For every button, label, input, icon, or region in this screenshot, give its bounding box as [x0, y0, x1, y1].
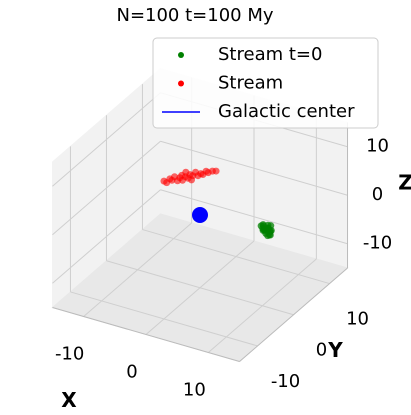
y-tick-label: 10: [346, 309, 369, 330]
legend-label: Stream t=0: [218, 44, 322, 65]
x-axis-label: X: [61, 388, 77, 412]
grid-line: [70, 291, 258, 347]
grid-line: [160, 189, 348, 245]
legend: Stream t=0 Stream Galactic center: [152, 37, 379, 129]
y-axis-label: Y: [327, 338, 343, 362]
data-point: [266, 231, 274, 239]
grid-line: [52, 92, 161, 187]
y-tick-label: 0: [316, 340, 327, 361]
legend-glyph: [178, 52, 184, 58]
data-point: [192, 207, 208, 223]
x-tick-label: 0: [126, 362, 137, 383]
grid-line: [52, 189, 161, 284]
z-tick-label: -10: [363, 233, 392, 254]
axis-line: [52, 307, 240, 362]
legend-glyph: [178, 80, 184, 87]
data-point: [259, 221, 267, 229]
legend-label: Galactic center: [218, 101, 355, 122]
x-tick-label: 10: [183, 380, 206, 401]
z-tick-label: 0: [372, 184, 383, 205]
legend-box: [152, 37, 379, 129]
legend-label: Stream: [218, 73, 283, 94]
chart-title: N=100 t=100 My: [116, 5, 273, 26]
axis-line: [239, 267, 348, 362]
y-tick-label: -10: [271, 371, 300, 392]
grid-line: [52, 140, 161, 236]
z-axis-label: Z: [398, 171, 411, 195]
grid-line: [160, 140, 348, 196]
grid-line: [142, 229, 330, 285]
z-tick-label: 10: [366, 136, 389, 157]
x-tick-label: -10: [55, 344, 84, 365]
grid-line: [106, 260, 294, 316]
data-point: [212, 167, 220, 175]
